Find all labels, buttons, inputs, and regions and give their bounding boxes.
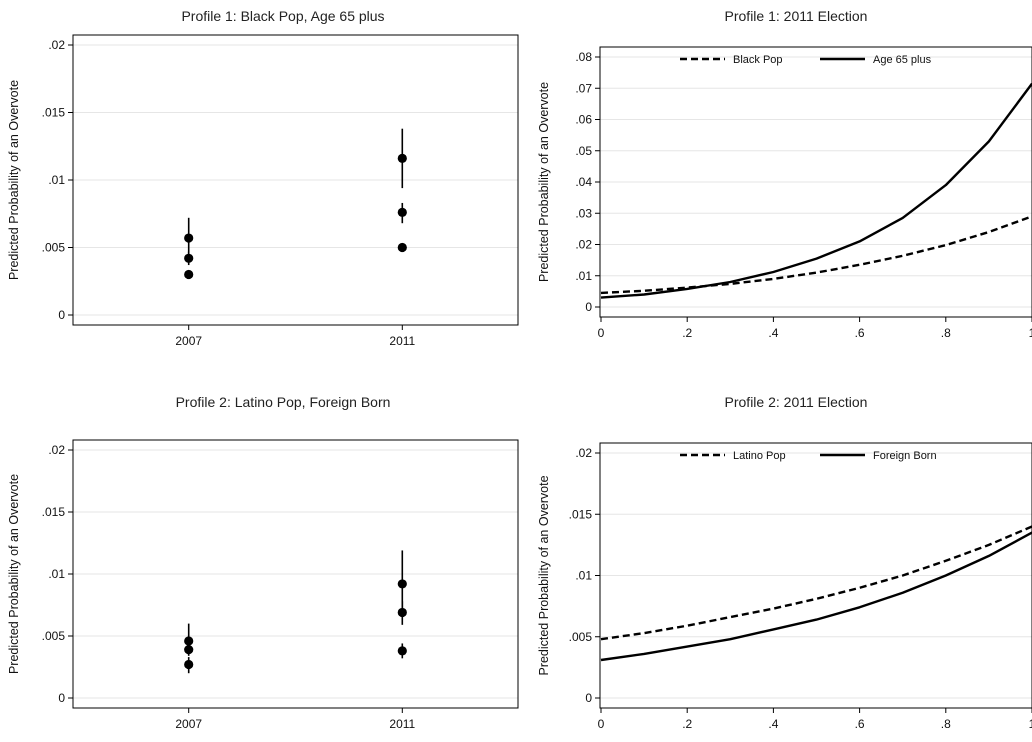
data-point — [184, 636, 194, 646]
y-tick-label: .02 — [48, 443, 65, 457]
data-point — [397, 207, 407, 217]
x-tick-label: 1 — [1029, 326, 1032, 340]
y-axis-label: Predicted Probability of an Overvote — [537, 82, 551, 282]
legend-label: Black Pop — [733, 54, 783, 66]
x-tick-label: .8 — [941, 717, 951, 731]
plot-frame — [599, 46, 1032, 318]
y-tick-label: .015 — [42, 106, 66, 120]
chart-canvas: .08 .07 .06 .05 .04 .03 .02 .01 00 .2 .4 .6 .8 1 Black… — [537, 46, 1032, 340]
data-point — [397, 607, 407, 618]
y-tick-label: .015 — [42, 505, 66, 519]
x-tick-label: .4 — [768, 717, 778, 731]
y-tick-label: .01 — [48, 173, 65, 187]
legend-label: Age 65 plus — [873, 54, 932, 66]
y-tick-label: .005 — [42, 241, 66, 255]
plot-frame — [599, 442, 1032, 709]
y-axis-label: Predicted Probability of an Overvote — [7, 474, 21, 674]
data-point — [184, 645, 194, 655]
y-tick-label: .01 — [575, 269, 592, 283]
data-point — [184, 253, 194, 263]
series-line — [600, 82, 1032, 299]
data-point — [397, 242, 407, 253]
x-tick-label: .8 — [941, 326, 951, 340]
y-tick-label: .04 — [575, 175, 592, 189]
y-tick-label: .02 — [575, 238, 592, 252]
x-tick-label: 2007 — [175, 717, 202, 731]
chart-canvas: .02 .015 .01 .005 0 2007 2011 Predicted Probabi… — [7, 34, 519, 348]
x-tick-label: .6 — [855, 326, 865, 340]
series-line — [600, 531, 1032, 662]
legend-label: Latino Pop — [733, 450, 786, 462]
x-tick-label: .2 — [682, 717, 692, 731]
x-tick-label: 2007 — [175, 334, 202, 348]
y-tick-label: .005 — [42, 629, 66, 643]
y-tick-label: .08 — [575, 50, 592, 64]
y-tick-label: .03 — [575, 206, 592, 220]
chart-title: Profile 1: 2011 Election — [724, 8, 868, 24]
chart-profile2-by-year: Profile 2: Latino Pop, Foreign Born .02.… — [0, 371, 520, 742]
y-tick-label: .07 — [575, 81, 592, 95]
plot-frame — [72, 439, 519, 709]
chart-title: Profile 2: Latino Pop, Foreign Born — [175, 394, 391, 410]
x-tick-label: 2011 — [389, 717, 415, 731]
chart-profile1-2011-election: Profile 1: 2011 Election .08 .07 .06 .05 .04… — [520, 0, 1032, 371]
data-point — [397, 646, 407, 656]
y-axis-label: Predicted Probability of an Overvote — [537, 475, 551, 675]
y-tick-label: 0 — [585, 300, 592, 314]
y-tick-label: .02 — [48, 38, 65, 52]
y-tick-label: .05 — [575, 144, 592, 158]
plot-frame — [72, 34, 519, 326]
x-tick-label: 0 — [598, 717, 605, 731]
data-point — [184, 659, 194, 670]
x-tick-label: .4 — [768, 326, 778, 340]
chart-canvas: .02 .015 .01 .005 00 .2 .4 .6 .8 1 Latino Pop Forei… — [537, 442, 1032, 731]
y-tick-label: .01 — [575, 569, 592, 583]
legend-label: Foreign Born — [873, 450, 937, 462]
series-line — [600, 215, 1032, 295]
data-point — [184, 233, 194, 243]
series-line — [600, 525, 1032, 641]
chart-title: Profile 2: 2011 Election — [724, 394, 868, 410]
data-point — [184, 269, 194, 280]
y-axis-label: Predicted Probability of an Overvote — [7, 80, 21, 280]
y-tick-label: 0 — [585, 691, 592, 705]
y-tick-label: 0 — [58, 691, 65, 705]
chart-canvas: .02 .015 .01 .005 0 2007 2011 Predicted Probabi… — [7, 439, 519, 731]
y-tick-label: .02 — [575, 446, 592, 460]
x-tick-label: .2 — [682, 326, 692, 340]
y-tick-label: 0 — [58, 308, 65, 322]
chart-title: Profile 1: Black Pop, Age 65 plus — [181, 8, 385, 24]
data-point — [397, 153, 407, 163]
y-tick-label: .06 — [575, 113, 592, 127]
chart-profile1-by-year: Profile 1: Black Pop, Age 65 plus .02 .01… — [0, 0, 520, 371]
x-tick-label: .6 — [855, 717, 865, 731]
x-tick-label: 2011 — [389, 334, 415, 348]
y-tick-label: .01 — [48, 567, 65, 581]
data-point — [397, 579, 407, 589]
chart-profile2-2011-election: Profile 2: 2011 Election .02 .015 .01 .005 0… — [520, 371, 1032, 742]
x-tick-label: 1 — [1029, 717, 1032, 731]
y-tick-label: .005 — [569, 630, 593, 644]
y-tick-label: .015 — [569, 507, 593, 521]
x-tick-label: 0 — [598, 326, 605, 340]
